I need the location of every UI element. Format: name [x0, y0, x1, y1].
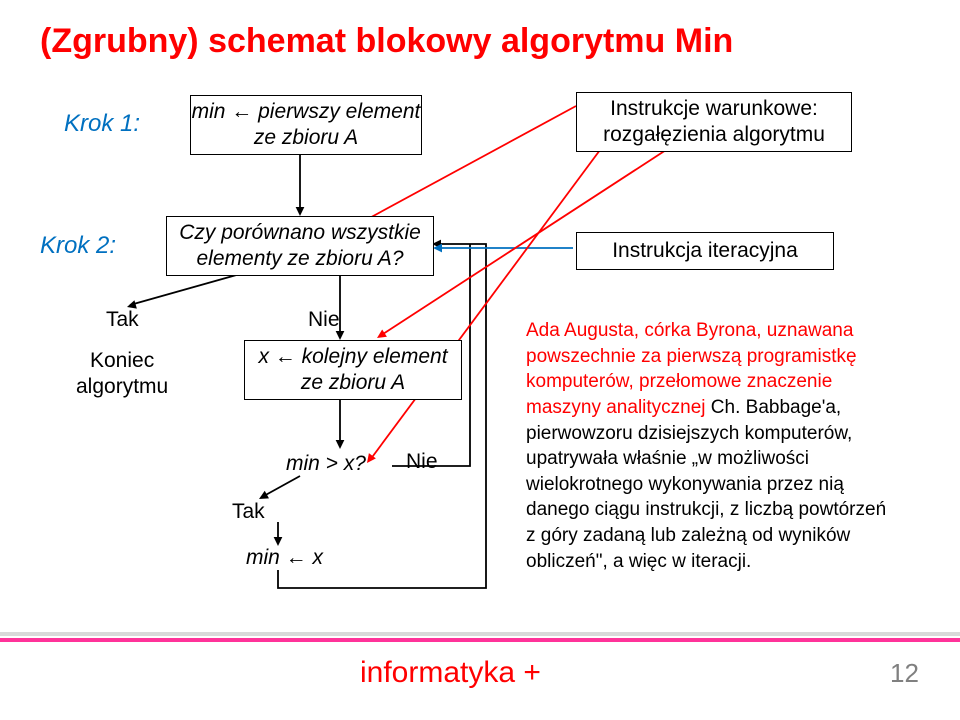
side-l8: danego ciągu instrukcji, z liczbą powtór… [526, 499, 886, 520]
koniec-line1: Koniec [90, 349, 154, 372]
nie2-label: Nie [406, 450, 438, 474]
nie1-label: Nie [308, 308, 340, 332]
box-instr-line2: rozgałęzienia algorytmu [603, 123, 825, 146]
koniec-label: Koniec algorytmu [76, 348, 168, 401]
footer-divider-1 [0, 632, 960, 636]
side-l5: pierwowzoru dzisiejszych komputerów, [526, 423, 852, 444]
box-kolejny-element: x ← kolejny element ze zbioru A [244, 340, 462, 400]
box-czy-line2: elementy ze zbioru A? [197, 247, 404, 270]
footer-text: informatyka + [360, 656, 541, 690]
tak1-label: Tak [106, 308, 139, 332]
box-instr-line1: Instrukcje warunkowe: [610, 97, 818, 120]
box-kolejny-line2: ze zbioru A [301, 371, 405, 394]
min-assign-x: min ← x [246, 546, 323, 570]
footer-divider-2 [0, 638, 960, 642]
box-min-line2: ze zbioru A [254, 126, 358, 149]
krok2-label: Krok 2: [40, 232, 116, 260]
page-number: 12 [890, 658, 919, 689]
page-title: (Zgrubny) schemat blokowy algorytmu Min [40, 22, 733, 61]
box-min-first: min ← pierwszy element ze zbioru A [190, 95, 422, 155]
min-greater-x: min > x? [286, 452, 366, 476]
koniec-line2: algorytmu [76, 375, 168, 398]
box-instr-iter: Instrukcja iteracyjna [576, 232, 834, 270]
krok1-label: Krok 1: [64, 110, 140, 138]
side-l9: z góry zadaną lub zależną od wyników [526, 525, 850, 546]
side-l4a: maszyny analitycznej [526, 397, 711, 418]
box-min-line1: min ← pierwszy element [192, 100, 421, 123]
tak2-label: Tak [232, 500, 265, 524]
side-l6: upatrywała właśnie „w możliwości [526, 448, 809, 469]
side-l1: Ada Augusta, córka Byrona, uznawana [526, 320, 853, 341]
box-czy-line1: Czy porównano wszystkie [179, 221, 421, 244]
side-l3: komputerów, przełomowe znaczenie [526, 371, 832, 392]
side-l10: obliczeń", a więc w iteracji. [526, 551, 751, 572]
side-l2: powszechnie za pierwszą programistkę [526, 346, 857, 367]
side-paragraph: Ada Augusta, córka Byrona, uznawana pows… [526, 318, 926, 574]
side-l7: wielokrotnego wykonywania przez nią [526, 474, 844, 495]
box-kolejny-line1: x ← kolejny element [258, 345, 447, 368]
side-l4b: Ch. Babbage'a, [711, 397, 841, 418]
box-czy-porownano: Czy porównano wszystkie elementy ze zbio… [166, 216, 434, 276]
box-iter-text: Instrukcja iteracyjna [612, 238, 798, 264]
box-instr-warunkowe: Instrukcje warunkowe: rozgałęzienia algo… [576, 92, 852, 152]
